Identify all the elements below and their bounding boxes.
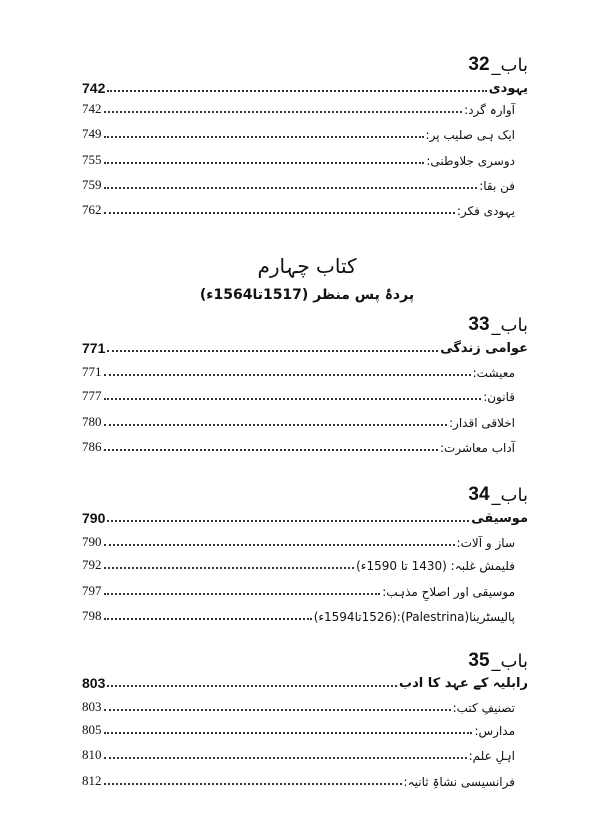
entry-title: ایک ہی صلیب پر:	[425, 128, 515, 142]
toc-entry[interactable]: تصنیفِ کتب: 803	[82, 695, 515, 715]
entry-title: آداب معاشرت:	[439, 441, 515, 455]
entry-title: فن بقا:	[479, 179, 515, 193]
chapter-label: باب_	[491, 55, 528, 76]
page-number: 803	[82, 699, 102, 714]
toc-entry[interactable]: یہودی فکر: 762	[82, 198, 515, 218]
toc-entry[interactable]: فلیمش غلبہ: (1430 تا 1590ء) 792	[82, 553, 515, 573]
toc-entry[interactable]: ساز و آلات: 790	[82, 530, 515, 550]
entry-title: معیشت:	[472, 366, 515, 380]
page-number: 771	[82, 364, 102, 379]
toc-entry[interactable]: فرانسیسی نشاۃِ ثانیہ: 812	[82, 769, 515, 789]
dot-leader	[103, 398, 482, 400]
dot-leader	[107, 520, 470, 522]
page-number: 810	[82, 747, 102, 762]
dot-leader	[103, 136, 424, 138]
entry-title: موسیقی	[471, 511, 528, 526]
page-number: 786	[82, 439, 102, 454]
chapter-33-heading: باب_ 33	[468, 312, 528, 336]
dot-leader	[103, 449, 438, 451]
dot-leader	[103, 783, 402, 785]
toc-entry[interactable]: قانون: 777	[82, 384, 515, 404]
book-subtitle: پردۂ پس منظر (1517تا1564ء)	[199, 287, 415, 303]
page-number: 755	[82, 152, 102, 167]
toc-entry[interactable]: اخلاقی اقدار: 780	[82, 410, 515, 430]
page-number: 798	[82, 608, 102, 623]
page-number: 797	[82, 583, 102, 598]
dot-leader	[103, 212, 455, 214]
entry-title: یہودی	[488, 81, 528, 96]
dot-leader	[107, 90, 487, 92]
entry-title: آوارہ گرد:	[464, 103, 515, 117]
dot-leader	[103, 757, 467, 759]
entry-title: موسیقی اور اصلاحِ مذہب:	[382, 585, 515, 599]
page-number: 749	[82, 126, 102, 141]
dot-leader	[103, 424, 447, 426]
toc-entry[interactable]: آداب معاشرت: 786	[82, 435, 515, 455]
entry-title: اہلِ علم:	[468, 749, 515, 763]
dot-leader	[107, 685, 398, 687]
chapter-label: باب_	[491, 315, 528, 336]
toc-entry[interactable]: آوارہ گرد: 742	[82, 97, 515, 117]
chapter-34-heading: باب_ 34	[468, 482, 528, 506]
toc-entry[interactable]: معیشت: 771	[82, 360, 515, 380]
page-number: 812	[82, 773, 102, 788]
dot-leader	[103, 593, 381, 595]
entry-title: رابلیہ کے عہد کا ادب	[399, 676, 528, 691]
entry-title: فرانسیسی نشاۃِ ثانیہ:	[403, 775, 515, 789]
dot-leader	[103, 567, 355, 569]
page-number: 780	[82, 414, 102, 429]
page-number: 805	[82, 722, 102, 737]
page-number: 790	[82, 510, 106, 526]
chapter-number: 32	[468, 54, 490, 75]
dot-leader	[103, 374, 471, 376]
dot-leader	[103, 618, 312, 620]
entry-title: عوامی زندگی	[440, 341, 528, 356]
page-number: 803	[82, 675, 106, 691]
chapter-number: 33	[468, 314, 490, 335]
dot-leader	[103, 544, 455, 546]
toc-main-entry[interactable]: یہودی 742	[82, 76, 528, 96]
page-number: 777	[82, 388, 102, 403]
chapter-label: باب_	[491, 651, 528, 672]
chapter-35-heading: باب_ 35	[468, 648, 528, 672]
toc-main-entry[interactable]: موسیقی 790	[82, 506, 528, 526]
entry-title: اخلاقی اقدار:	[448, 416, 515, 430]
toc-entry[interactable]: ایک ہی صلیب پر: 749	[82, 122, 515, 142]
page-number: 742	[82, 80, 106, 96]
dot-leader	[103, 732, 473, 734]
toc-entry[interactable]: مدارس: 805	[82, 718, 515, 738]
page-number: 759	[82, 177, 102, 192]
chapter-number: 34	[468, 484, 490, 505]
entry-title: تصنیفِ کتب:	[452, 701, 515, 715]
chapter-32-heading: باب_ 32	[468, 52, 528, 76]
toc-entry[interactable]: پالیسٹرینا(Palestrina):(1526تا1594ء) 798	[82, 604, 515, 624]
dot-leader	[103, 187, 478, 189]
dot-leader	[103, 111, 463, 113]
dot-leader	[103, 162, 425, 164]
entry-title: قانون:	[483, 390, 515, 404]
page-number: 771	[82, 340, 106, 356]
chapter-number: 35	[468, 650, 490, 671]
entry-title: ساز و آلات:	[456, 536, 515, 550]
page-number: 742	[82, 101, 102, 116]
book-title: کتاب چہارم	[257, 254, 357, 278]
entry-title: فلیمش غلبہ: (1430 تا 1590ء)	[356, 559, 515, 573]
dot-leader	[103, 709, 451, 711]
toc-entry[interactable]: موسیقی اور اصلاحِ مذہب: 797	[82, 579, 515, 599]
toc-main-entry[interactable]: عوامی زندگی 771	[82, 336, 528, 356]
toc-entry[interactable]: دوسری جلاوطنی: 755	[82, 148, 515, 168]
entry-title: پالیسٹرینا(Palestrina):(1526تا1594ء)	[313, 610, 515, 624]
page-number: 790	[82, 534, 102, 549]
entry-title: یہودی فکر:	[456, 204, 515, 218]
toc-entry[interactable]: اہلِ علم: 810	[82, 743, 515, 763]
chapter-label: باب_	[491, 485, 528, 506]
toc-main-entry[interactable]: رابلیہ کے عہد کا ادب 803	[82, 671, 528, 691]
entry-title: دوسری جلاوطنی:	[426, 154, 515, 168]
toc-entry[interactable]: فن بقا: 759	[82, 173, 515, 193]
entry-title: مدارس:	[474, 724, 515, 738]
page-number: 792	[82, 557, 102, 572]
page-number: 762	[82, 202, 102, 217]
dot-leader	[107, 350, 439, 352]
